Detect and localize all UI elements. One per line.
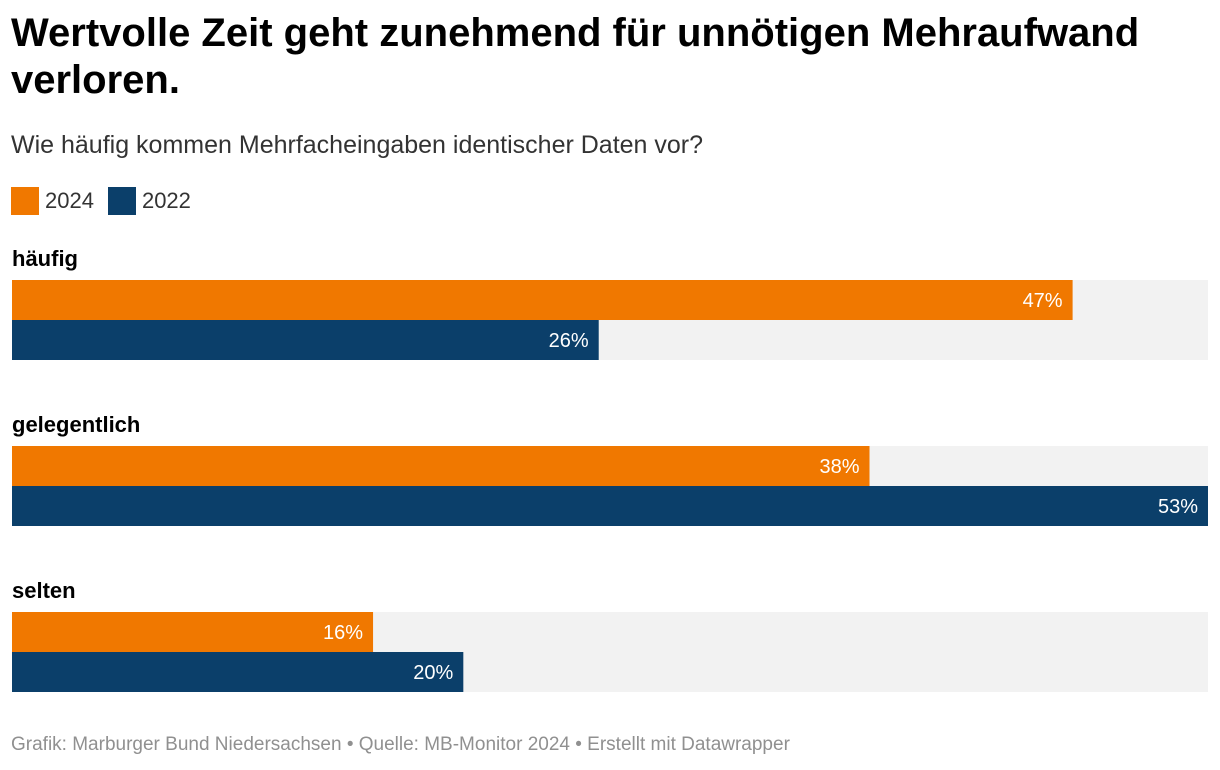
chart-subtitle: Wie häufig kommen Mehrfacheingaben ident… [11, 131, 704, 159]
bar-selten-2022 [12, 652, 464, 692]
legend-swatch-2024 [11, 187, 39, 215]
category-label-gelegentlich: gelegentlich [12, 412, 140, 437]
value-label-gelegentlich-2022: 53% [1158, 496, 1198, 518]
value-label-h-ufig-2024: 47% [1023, 290, 1063, 312]
bar-h-ufig-2022 [12, 320, 599, 360]
bar-gelegentlich-2024 [12, 446, 870, 486]
chart-title: Wertvolle Zeit geht zunehmend für unnöti… [11, 11, 1140, 102]
value-label-selten-2024: 16% [323, 622, 363, 644]
legend-swatch-2022 [107, 187, 136, 215]
legend-label-2024: 2024 [45, 188, 94, 213]
bar-gelegentlich-2022 [12, 486, 1208, 526]
bar-selten-2024 [12, 612, 374, 652]
footer-credits: Grafik: Marburger Bund Niedersachsen • Q… [11, 734, 790, 755]
value-label-selten-2022: 20% [413, 662, 453, 684]
legend: 2024 2022 [11, 187, 191, 215]
legend-item-2024: 2024 [11, 187, 94, 215]
value-label-gelegentlich-2024: 38% [819, 456, 859, 478]
legend-item-2022: 2022 [107, 187, 191, 215]
bar-h-ufig-2024 [12, 280, 1073, 320]
bar-chart: häufig 47% 26% gelegentlich 38% 53% selten 16% 2… [12, 246, 1208, 692]
value-label-h-ufig-2022: 26% [549, 330, 589, 352]
legend-label-2022: 2022 [141, 188, 191, 213]
category-label-h-ufig: häufig [12, 246, 78, 271]
category-label-selten: selten [12, 578, 76, 603]
